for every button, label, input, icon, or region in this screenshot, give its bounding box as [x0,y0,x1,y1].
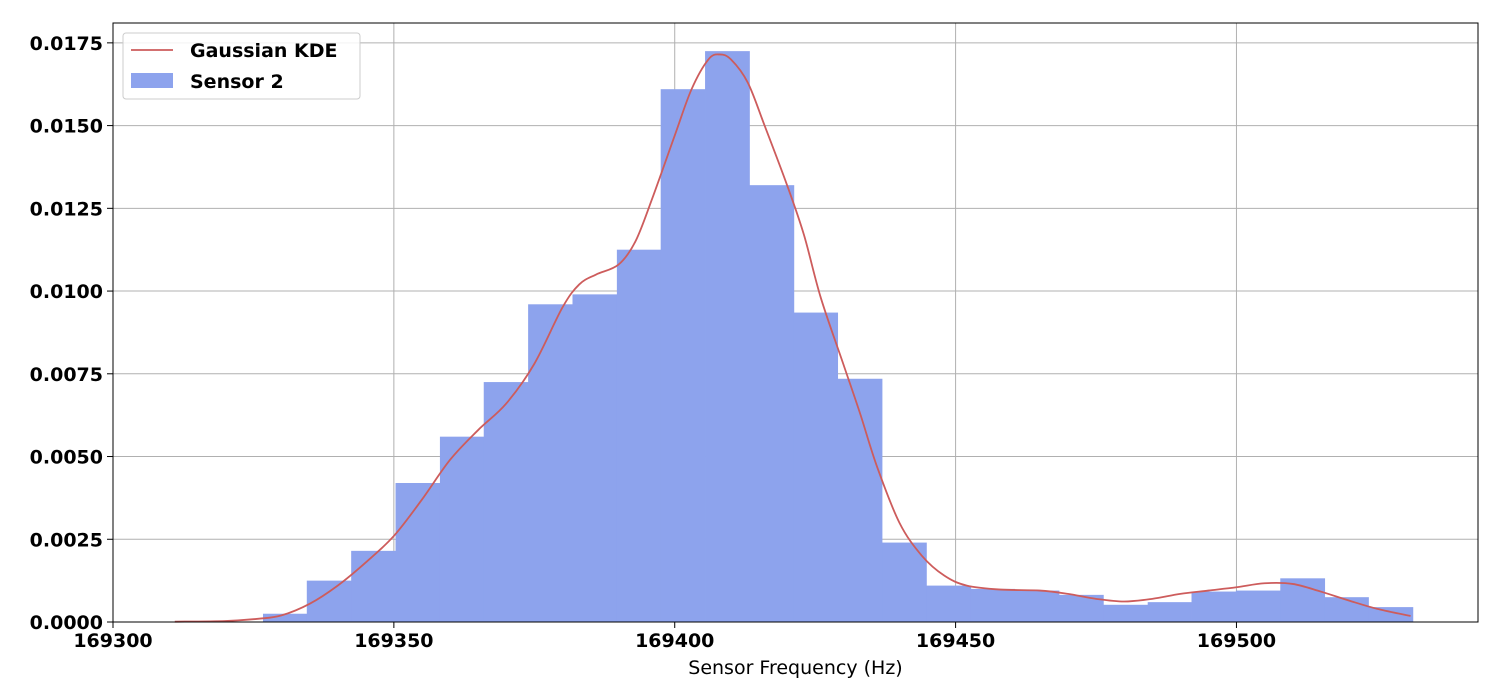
histogram-bar [1014,590,1060,622]
histogram-bar [1147,602,1192,622]
y-tick-label: 0.0025 [30,529,103,551]
histogram-bar [660,89,706,622]
histogram-bar [572,294,618,622]
x-tick-label: 169400 [635,630,714,652]
histogram-bar [1103,604,1149,622]
legend-box [122,32,361,100]
histogram-bar [926,585,972,622]
histogram-bars [262,51,1414,623]
histogram-bar [970,588,1015,622]
kde-line [174,53,1411,623]
histogram-bar [1235,590,1281,622]
histogram-bar [1368,607,1414,622]
y-tick-label: 0.0125 [30,198,103,220]
y-tick-label: 0.0150 [30,116,103,138]
legend-kde-label: Gaussian KDE [190,40,338,62]
kde-line-group [174,53,1411,623]
histogram-bar [837,378,883,622]
legend-histogram-label: Sensor 2 [190,71,284,93]
histogram-bar [439,436,485,622]
y-tick-label: 0.0000 [30,612,103,634]
histogram-bar [882,542,927,622]
histogram-bar [1191,591,1237,622]
axis-ticks: 169300 169350 169400 169450 169500 0.0000 0.00… [30,33,1276,652]
histogram-bar [705,51,750,623]
histogram-bar [351,550,396,622]
legend-histogram-swatch [131,73,173,88]
histogram-bar [528,304,573,622]
histogram-bar [1280,578,1326,622]
x-tick-label: 169450 [916,630,995,652]
histogram-bar [749,185,795,622]
histogram-bar [793,312,839,622]
x-tick-label: 169500 [1197,630,1276,652]
plot-frame [112,22,1479,623]
x-tick-label: 169300 [73,630,152,652]
legend: Gaussian KDE Sensor 2 [122,32,361,100]
histogram-bar [616,249,662,623]
histogram-bar [262,613,308,622]
histogram-bar [483,382,529,622]
x-axis-title: Sensor Frequency (Hz) [688,657,902,679]
x-tick-label: 169350 [354,630,433,652]
histogram-bar [1324,597,1369,622]
y-tick-label: 0.0175 [30,33,103,55]
y-tick-label: 0.0050 [30,447,103,469]
y-tick-label: 0.0100 [30,281,103,303]
y-tick-label: 0.0075 [30,364,103,386]
